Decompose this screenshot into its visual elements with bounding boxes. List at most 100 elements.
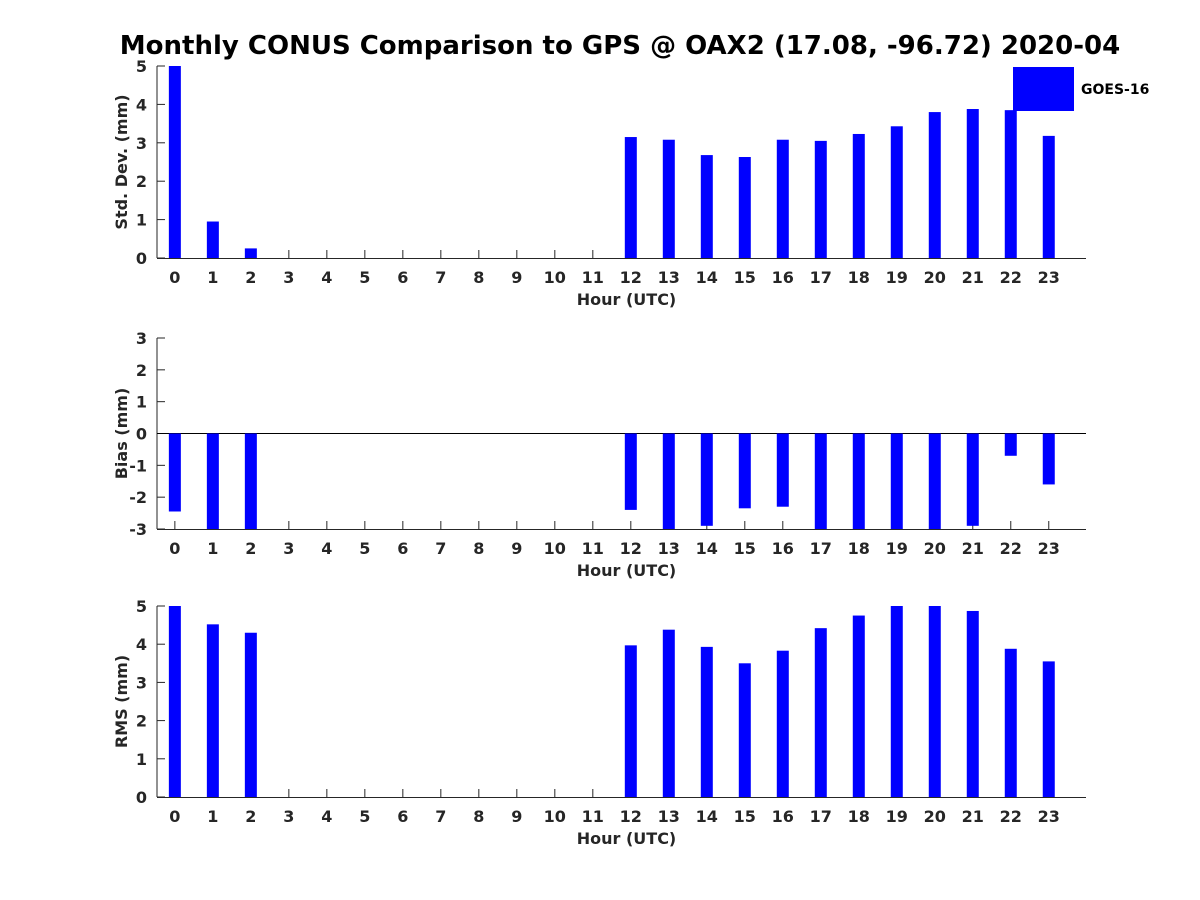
- x-tick-label: 4: [321, 268, 332, 287]
- bar: [1004, 433, 1017, 456]
- x-tick-label: 10: [544, 807, 566, 826]
- x-tick-label: 23: [1038, 807, 1060, 826]
- bar: [624, 433, 637, 510]
- y-tick-label: 0: [136, 249, 147, 268]
- y-axis-label: Bias (mm): [112, 388, 131, 480]
- x-tick-label: 9: [511, 268, 522, 287]
- x-axis-label: Hour (UTC): [577, 829, 677, 848]
- chart-title: Monthly CONUS Comparison to GPS @ OAX2 (…: [120, 31, 1120, 61]
- bar: [890, 126, 903, 259]
- x-tick-label: 3: [283, 539, 294, 558]
- x-tick-label: 11: [582, 268, 604, 287]
- legend-swatch: [1013, 67, 1074, 111]
- bar: [1004, 110, 1017, 258]
- bar: [168, 433, 181, 512]
- bar: [814, 140, 827, 258]
- x-tick-label: 1: [207, 268, 218, 287]
- x-tick-label: 0: [169, 268, 180, 287]
- bar: [624, 137, 637, 258]
- x-tick-label: 17: [810, 807, 832, 826]
- x-tick-label: 7: [435, 539, 446, 558]
- x-tick-label: 13: [658, 539, 680, 558]
- y-axis-label: RMS (mm): [112, 655, 131, 748]
- x-tick-label: 9: [511, 539, 522, 558]
- y-axis-label: Std. Dev. (mm): [112, 94, 131, 229]
- bar: [662, 629, 675, 797]
- y-tick-label: 0: [136, 425, 147, 444]
- bar: [700, 646, 713, 797]
- y-tick-label: 3: [136, 134, 147, 153]
- bar: [1042, 661, 1055, 797]
- y-tick-label: -1: [129, 456, 147, 475]
- x-tick-label: 21: [962, 268, 984, 287]
- x-tick-label: 22: [1000, 268, 1022, 287]
- x-tick-label: 15: [734, 807, 756, 826]
- bar: [776, 650, 789, 797]
- x-tick-label: 2: [245, 807, 256, 826]
- x-tick-label: 17: [810, 268, 832, 287]
- bar: [966, 109, 979, 259]
- x-tick-label: 18: [848, 539, 870, 558]
- x-tick-label: 2: [245, 268, 256, 287]
- x-tick-label: 6: [397, 807, 408, 826]
- y-tick-label: 2: [136, 172, 147, 191]
- x-tick-label: 12: [620, 807, 642, 826]
- x-tick-label: 20: [924, 807, 946, 826]
- bar: [928, 606, 941, 797]
- x-tick-label: 20: [924, 539, 946, 558]
- x-tick-label: 12: [620, 268, 642, 287]
- bar: [700, 155, 713, 258]
- y-tick-label: -3: [129, 520, 147, 539]
- x-axis-label: Hour (UTC): [577, 290, 677, 309]
- x-tick-label: 16: [772, 539, 794, 558]
- x-tick-label: 8: [473, 539, 484, 558]
- x-tick-label: 22: [1000, 539, 1022, 558]
- y-tick-label: 2: [136, 712, 147, 731]
- x-axis-label: Hour (UTC): [577, 561, 677, 580]
- bar: [244, 433, 257, 529]
- x-tick-label: 13: [658, 268, 680, 287]
- y-tick-label: 3: [136, 673, 147, 692]
- x-tick-label: 12: [620, 539, 642, 558]
- bar: [814, 433, 827, 529]
- y-tick-label: 4: [136, 95, 147, 114]
- bar: [206, 624, 219, 797]
- x-tick-label: 23: [1038, 268, 1060, 287]
- x-tick-label: 16: [772, 807, 794, 826]
- x-tick-label: 14: [696, 539, 718, 558]
- bar: [966, 610, 979, 797]
- bar: [1042, 135, 1055, 258]
- bar: [776, 433, 789, 507]
- x-tick-label: 5: [359, 268, 370, 287]
- y-tick-label: 4: [136, 635, 147, 654]
- x-tick-label: 14: [696, 268, 718, 287]
- bar: [662, 139, 675, 258]
- x-tick-label: 7: [435, 807, 446, 826]
- x-tick-label: 21: [962, 807, 984, 826]
- legend: GOES-16: [1013, 67, 1149, 111]
- bar: [168, 606, 181, 797]
- bar: [1042, 433, 1055, 485]
- x-tick-label: 10: [544, 539, 566, 558]
- x-tick-label: 18: [848, 268, 870, 287]
- x-tick-label: 0: [169, 807, 180, 826]
- bar: [1004, 648, 1017, 797]
- y-tick-label: 2: [136, 361, 147, 380]
- bar: [852, 615, 865, 797]
- x-tick-label: 16: [772, 268, 794, 287]
- x-tick-label: 18: [848, 807, 870, 826]
- x-tick-label: 15: [734, 539, 756, 558]
- x-tick-label: 8: [473, 807, 484, 826]
- bar: [206, 433, 219, 529]
- y-tick-label: 0: [136, 788, 147, 807]
- bar: [890, 606, 903, 797]
- x-tick-label: 23: [1038, 539, 1060, 558]
- x-tick-label: 1: [207, 539, 218, 558]
- bar: [206, 221, 219, 258]
- y-tick-label: 1: [136, 750, 147, 769]
- bar: [852, 433, 865, 529]
- bar: [928, 112, 941, 258]
